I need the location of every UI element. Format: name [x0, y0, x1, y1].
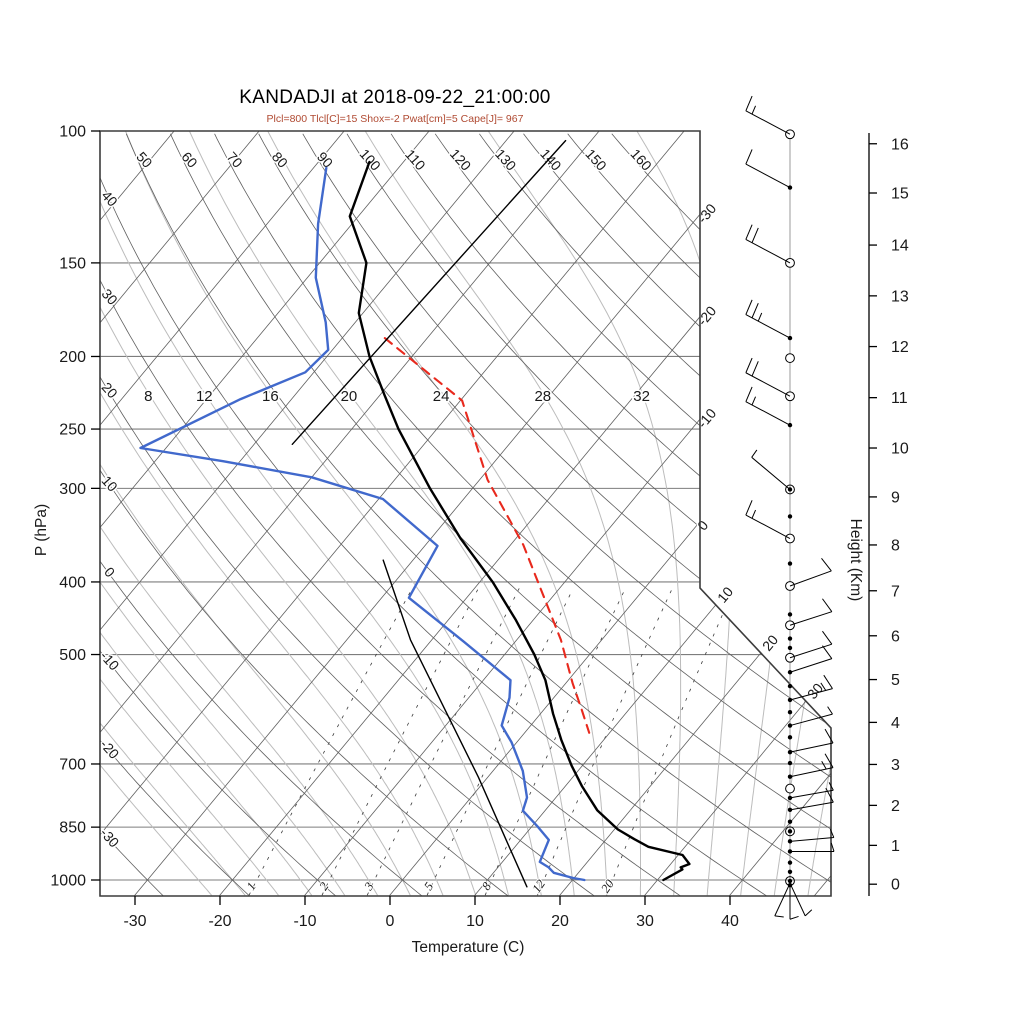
svg-text:Temperature (C): Temperature (C)	[412, 939, 525, 956]
svg-text:9: 9	[891, 489, 900, 506]
svg-text:20: 20	[99, 379, 121, 401]
svg-text:13: 13	[891, 288, 909, 305]
svg-text:300: 300	[59, 481, 86, 498]
svg-text:120: 120	[447, 146, 475, 174]
pressure-gridlines	[100, 262, 831, 881]
sounding-curves	[139, 139, 691, 888]
aux-lower-line-curve	[382, 559, 528, 888]
svg-text:1: 1	[891, 838, 900, 855]
svg-text:140: 140	[537, 146, 565, 174]
svg-text:30: 30	[99, 286, 121, 308]
svg-text:150: 150	[582, 146, 610, 174]
svg-text:30: 30	[636, 913, 654, 930]
svg-text:0: 0	[386, 913, 395, 930]
svg-text:7: 7	[891, 583, 900, 600]
svg-text:70: 70	[224, 149, 246, 171]
svg-text:12: 12	[891, 339, 909, 356]
svg-text:60: 60	[178, 149, 200, 171]
svg-text:0: 0	[694, 517, 711, 533]
svg-text:8: 8	[891, 537, 900, 554]
svg-text:20: 20	[551, 913, 569, 930]
svg-text:400: 400	[59, 574, 86, 591]
plot-border	[99, 130, 832, 897]
svg-text:4: 4	[891, 715, 900, 732]
svg-text:24: 24	[433, 388, 450, 405]
svg-text:100: 100	[356, 146, 384, 174]
svg-text:250: 250	[59, 422, 86, 439]
svg-text:700: 700	[59, 756, 86, 773]
svg-text:12: 12	[196, 388, 213, 405]
svg-text:-30: -30	[97, 825, 123, 851]
chart-title: KANDADJI at 2018-09-22_21:00:00	[239, 87, 551, 108]
svg-text:160: 160	[627, 146, 655, 174]
svg-text:1000: 1000	[50, 873, 86, 890]
svg-text:20: 20	[598, 876, 617, 895]
svg-text:Height (Km): Height (Km)	[847, 519, 864, 602]
svg-text:850: 850	[59, 820, 86, 837]
chart-subtitle: Plcl=800 Tlcl[C]=15 Shox=-2 Pwat[cm]=5 C…	[266, 113, 524, 125]
svg-text:2: 2	[891, 798, 900, 815]
svg-text:50: 50	[133, 149, 155, 171]
svg-text:2: 2	[316, 880, 331, 893]
parcel-curve	[383, 337, 591, 734]
dewpoint-curve	[139, 166, 586, 882]
svg-text:-20: -20	[97, 736, 123, 762]
svg-text:32: 32	[633, 388, 650, 405]
grid	[100, 131, 831, 896]
wind-barb-column	[745, 95, 835, 920]
svg-text:3: 3	[891, 757, 900, 774]
svg-text:-10: -10	[694, 405, 719, 431]
svg-text:P (hPa): P (hPa)	[33, 504, 50, 556]
svg-text:10: 10	[714, 583, 736, 605]
svg-text:5: 5	[891, 672, 900, 689]
svg-text:200: 200	[59, 349, 86, 366]
svg-text:20: 20	[759, 632, 781, 654]
svg-text:6: 6	[891, 628, 900, 645]
svg-text:-10: -10	[293, 913, 316, 930]
svg-text:100: 100	[59, 124, 86, 141]
temperature-curve	[348, 160, 691, 882]
svg-text:20: 20	[341, 388, 358, 405]
svg-text:8: 8	[144, 388, 152, 405]
svg-text:14: 14	[891, 238, 909, 255]
dry-adiabat-lines	[100, 133, 831, 896]
svg-text:16: 16	[262, 388, 279, 405]
svg-text:10: 10	[466, 913, 484, 930]
svg-text:1: 1	[244, 880, 259, 893]
mixing-ratio-lines	[248, 588, 735, 896]
svg-text:10: 10	[891, 441, 909, 458]
svg-text:40: 40	[721, 913, 739, 930]
svg-text:5: 5	[421, 880, 436, 893]
svg-text:-20: -20	[208, 913, 231, 930]
svg-text:110: 110	[402, 146, 429, 173]
isotherm-lines	[100, 131, 831, 896]
svg-text:28: 28	[534, 388, 551, 405]
svg-text:150: 150	[59, 255, 86, 272]
svg-text:16: 16	[891, 136, 909, 153]
svg-text:130: 130	[492, 146, 520, 174]
svg-text:15: 15	[891, 186, 909, 203]
svg-text:3: 3	[361, 880, 377, 894]
svg-text:-30: -30	[694, 200, 719, 226]
svg-text:0: 0	[891, 877, 900, 894]
aux-upper-line-curve	[291, 139, 567, 445]
svg-text:500: 500	[59, 647, 86, 664]
svg-text:11: 11	[891, 390, 908, 407]
svg-text:-30: -30	[123, 913, 146, 930]
